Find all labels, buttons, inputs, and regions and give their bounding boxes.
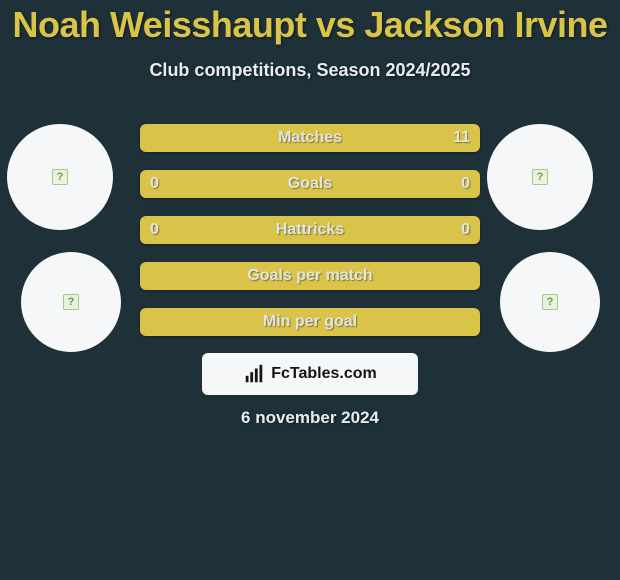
stat-left-value: 0 — [150, 221, 159, 239]
attribution-text: FcTables.com — [271, 365, 377, 383]
stat-bar: Min per goal — [140, 308, 480, 336]
stat-label: Goals per match — [247, 267, 372, 285]
stat-bar: 0 Hattricks 0 — [140, 216, 480, 244]
player-right-badge: ? — [500, 252, 600, 352]
stat-left-value: 0 — [150, 175, 159, 193]
placeholder-icon: ? — [532, 169, 548, 185]
stat-right-value: 0 — [461, 221, 470, 239]
subtitle: Club competitions, Season 2024/2025 — [0, 60, 620, 81]
stats-bars: Matches 11 0 Goals 0 0 Hattricks 0 Goals… — [140, 124, 480, 354]
placeholder-icon: ? — [542, 294, 558, 310]
stat-label: Matches — [278, 129, 342, 147]
placeholder-icon: ? — [52, 169, 68, 185]
stat-label: Goals — [288, 175, 332, 193]
stat-bar: Matches 11 — [140, 124, 480, 152]
player-right-photo: ? — [487, 124, 593, 230]
attribution-badge: FcTables.com — [202, 353, 418, 395]
stat-right-value: 11 — [453, 129, 470, 147]
date-text: 6 november 2024 — [0, 408, 620, 428]
player-left-photo: ? — [7, 124, 113, 230]
stat-label: Min per goal — [263, 313, 357, 331]
stat-right-value: 0 — [461, 175, 470, 193]
placeholder-icon: ? — [63, 294, 79, 310]
chart-icon — [243, 363, 265, 385]
player-left-badge: ? — [21, 252, 121, 352]
page-title: Noah Weisshaupt vs Jackson Irvine — [0, 4, 620, 46]
stat-label: Hattricks — [276, 221, 344, 239]
stat-bar: Goals per match — [140, 262, 480, 290]
stat-bar: 0 Goals 0 — [140, 170, 480, 198]
